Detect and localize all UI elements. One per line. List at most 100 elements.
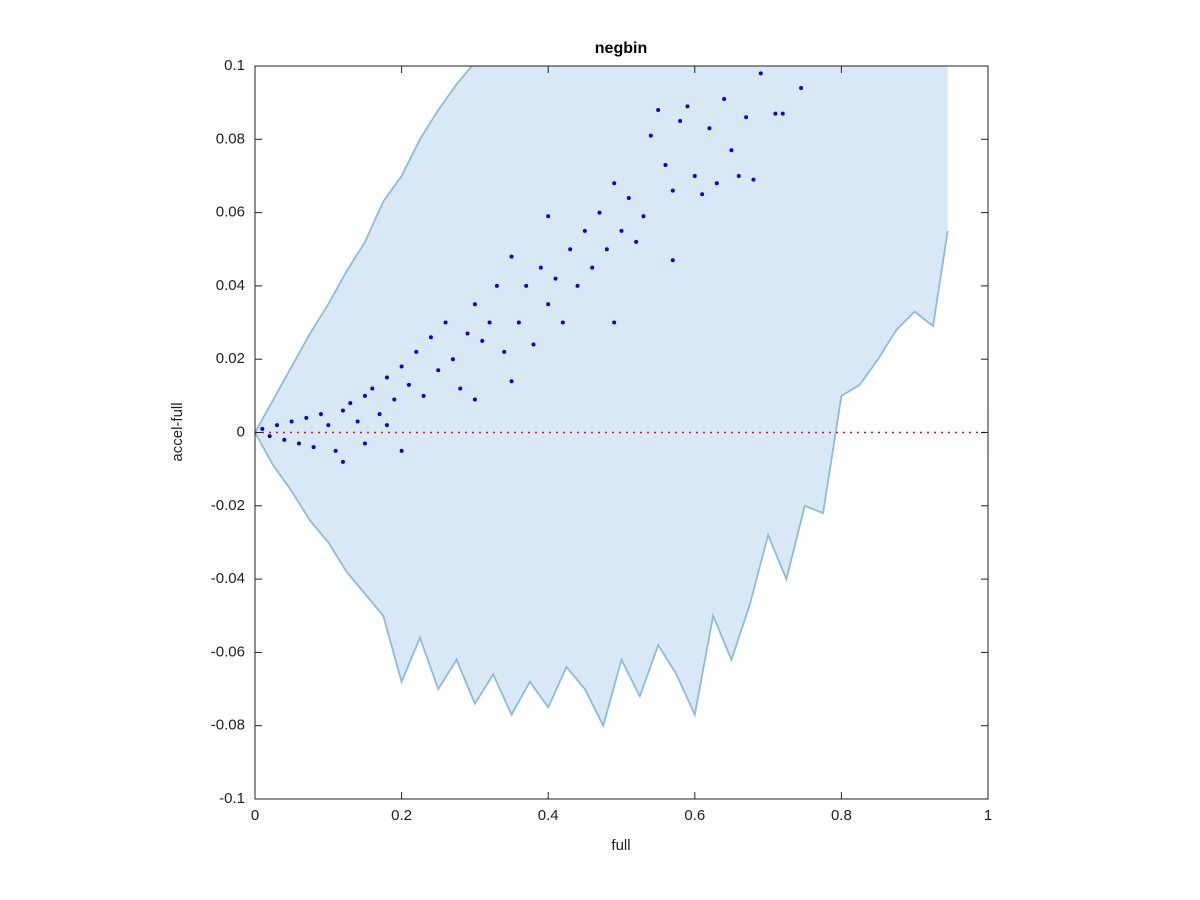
scatter-point xyxy=(282,437,287,442)
x-tick-label: 0.6 xyxy=(684,807,705,824)
scatter-point xyxy=(582,228,587,233)
y-tick-label: -0.06 xyxy=(211,643,245,660)
y-tick-label: -0.1 xyxy=(219,790,245,807)
scatter-point xyxy=(436,368,441,373)
scatter-point xyxy=(384,375,389,380)
scatter-point xyxy=(377,412,382,417)
scatter-point xyxy=(326,423,331,428)
scatter-point xyxy=(531,342,536,347)
y-tick-label: 0.1 xyxy=(224,57,245,74)
scatter-point xyxy=(392,397,397,402)
scatter-point xyxy=(751,177,756,182)
scatter-point xyxy=(362,441,367,446)
y-tick-label: 0.02 xyxy=(216,350,245,367)
scatter-point xyxy=(304,415,309,420)
scatter-point xyxy=(318,412,323,417)
scatter-point xyxy=(355,419,360,424)
scatter-point xyxy=(458,386,463,391)
x-tick-label: 0.4 xyxy=(538,807,559,824)
scatter-point xyxy=(568,247,573,252)
scatter-point xyxy=(428,335,433,340)
scatter-point xyxy=(333,448,338,453)
scatter-point xyxy=(340,459,345,464)
lower-bound-line xyxy=(255,230,949,729)
y-tick-label: 0.08 xyxy=(216,130,245,147)
scatter-point xyxy=(612,320,617,325)
scatter-point xyxy=(524,283,529,288)
scatter-point xyxy=(546,302,551,307)
scatter-point xyxy=(619,228,624,233)
scatter-point xyxy=(546,214,551,219)
scatter-point xyxy=(399,448,404,453)
scatter-point xyxy=(678,118,683,123)
scatter-point xyxy=(634,239,639,244)
scatter-point xyxy=(450,357,455,362)
scatter-point xyxy=(472,397,477,402)
scatter-point xyxy=(487,320,492,325)
scatter-point xyxy=(641,214,646,219)
scatter-point xyxy=(722,96,727,101)
scatter-point xyxy=(773,111,778,116)
x-tick-label: 1 xyxy=(984,807,992,824)
scatter-point xyxy=(707,126,712,131)
scatter-point xyxy=(509,254,514,259)
scatter-point xyxy=(494,283,499,288)
scatter-point xyxy=(663,162,668,167)
scatter-point xyxy=(414,349,419,354)
scatter-point xyxy=(670,188,675,193)
scatter-point xyxy=(560,320,565,325)
scatter-point xyxy=(296,441,301,446)
x-axis-label: full xyxy=(611,837,630,854)
scatter-point xyxy=(421,393,426,398)
y-axis-label: accel-full xyxy=(169,402,186,461)
scatter-point xyxy=(700,192,705,197)
scatter-point xyxy=(670,258,675,263)
scatter-point xyxy=(597,210,602,215)
scatter-point xyxy=(590,265,595,270)
scatter-point xyxy=(538,265,543,270)
scatter-point xyxy=(370,386,375,391)
scatter-point xyxy=(714,181,719,186)
scatter-point xyxy=(692,173,697,178)
scatter-point xyxy=(260,426,265,431)
upper-bound-line xyxy=(255,66,474,433)
scatter-point xyxy=(443,320,448,325)
scatter-point xyxy=(758,71,763,76)
x-tick-label: 0.2 xyxy=(391,807,412,824)
scatter-point xyxy=(780,111,785,116)
y-tick-label: -0.08 xyxy=(211,717,245,734)
y-tick-label: 0.04 xyxy=(216,277,245,294)
scatter-point xyxy=(553,276,558,281)
scatter-point xyxy=(648,133,653,138)
scatter-point xyxy=(744,115,749,120)
scatter-point xyxy=(362,393,367,398)
band-area xyxy=(255,66,948,726)
chart-title: negbin xyxy=(595,40,647,57)
scatter-point xyxy=(406,382,411,387)
scatter-point xyxy=(399,364,404,369)
plot-area xyxy=(255,66,988,729)
x-tick-label: 0 xyxy=(251,807,259,824)
scatter-point xyxy=(311,445,316,450)
axes: 0 0.2 0.4 0.6 0.8 1 -0.1 -0.08 -0.06 -0.04 -0.02 0 0… xyxy=(211,57,992,824)
scatter-point xyxy=(612,181,617,186)
scatter-point xyxy=(626,195,631,200)
y-tick-label: -0.02 xyxy=(211,497,245,514)
scatter-point xyxy=(575,283,580,288)
scatter-point xyxy=(472,302,477,307)
x-tick-label: 0.8 xyxy=(831,807,852,824)
scatter-point xyxy=(736,173,741,178)
y-tick-label: 0.06 xyxy=(216,204,245,221)
y-tick-label: -0.04 xyxy=(211,570,245,587)
scatter-point xyxy=(289,419,294,424)
scatter-point xyxy=(274,423,279,428)
scatter-point xyxy=(509,379,514,384)
scatter-point xyxy=(656,107,661,112)
scatter-point xyxy=(384,423,389,428)
scatter-point xyxy=(604,247,609,252)
scatter-point xyxy=(465,331,470,336)
y-tick-label: 0 xyxy=(237,423,245,440)
scatter-point xyxy=(729,148,734,153)
scatter-point xyxy=(348,401,353,406)
